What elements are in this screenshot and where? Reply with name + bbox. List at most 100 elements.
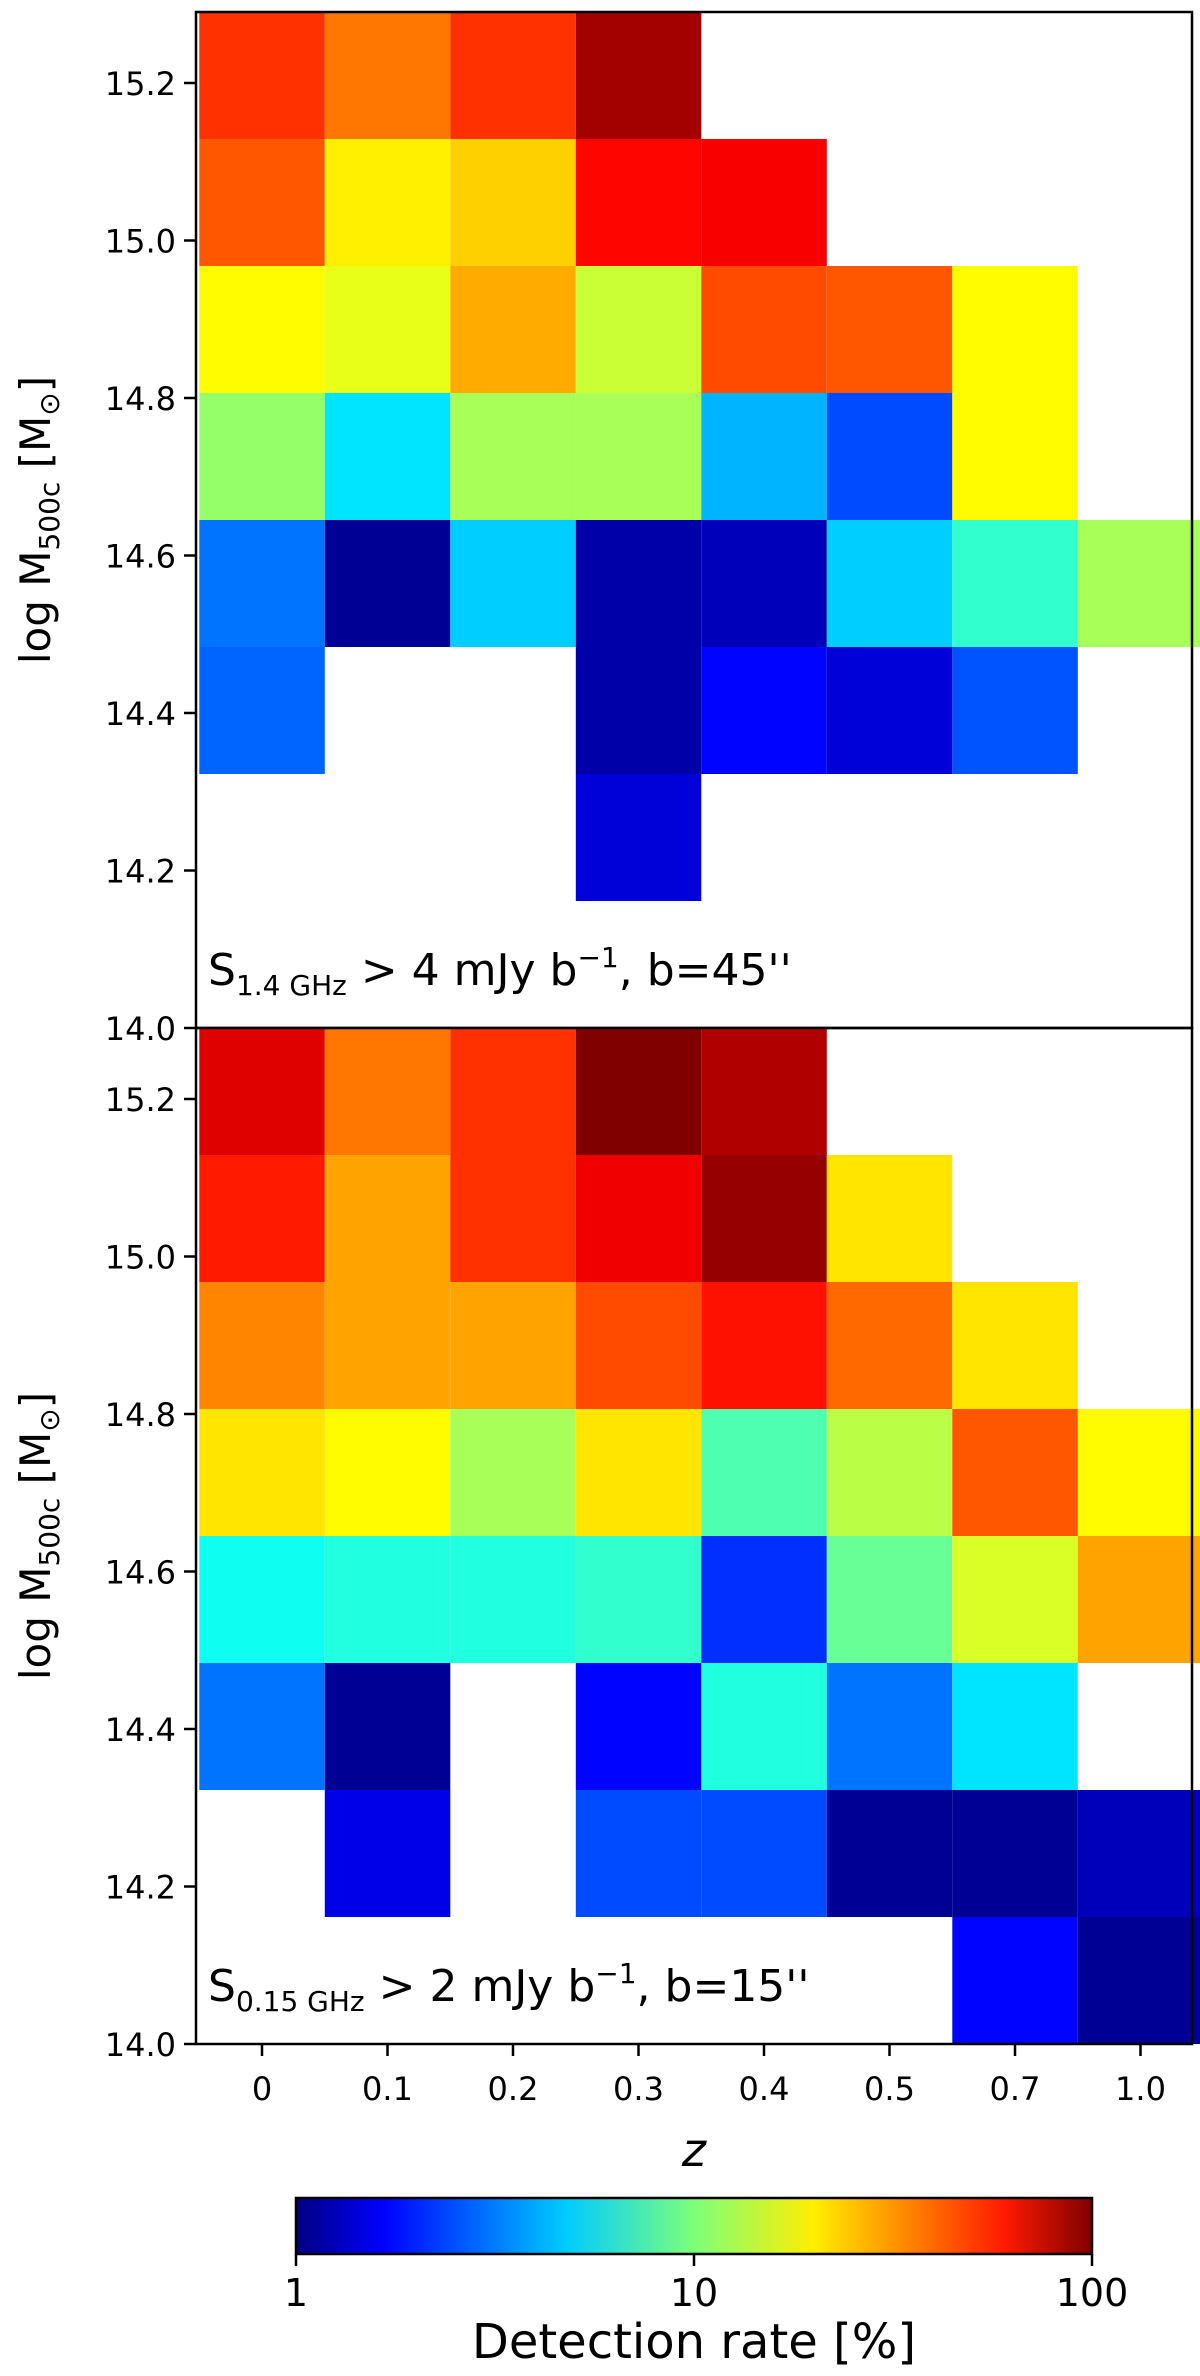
heatmap-cell [701,393,827,520]
x-tick-label: 0.2 [488,2070,539,2108]
heatmap-cell [952,1663,1078,1790]
heatmap-cell [952,1282,1078,1409]
y-tick-label: 14.6 [105,1554,176,1592]
heatmap-cell [1077,1917,1200,2044]
heatmap-cell [575,266,702,393]
heatmap-cell [952,1409,1078,1536]
heatmap-cell [324,1790,451,1917]
heatmap-cell [826,1409,953,1536]
y-tick-label: 14.4 [105,695,176,733]
colorbar-tick-label: 100 [1056,2271,1129,2315]
heatmap-cell [324,1536,451,1663]
x-axis-label: z [681,2123,707,2177]
heatmap-cell [199,1536,325,1663]
heatmap-cell [199,1155,325,1282]
y-tick-label: 14.2 [105,1869,176,1907]
y-tick-label: 14.8 [105,380,176,418]
heatmap-cell [324,1663,451,1790]
heatmap-cell [324,266,451,393]
heatmap-cell [952,1536,1078,1663]
plot-frame-bottom [194,1026,1194,2046]
y-tick-label: 14.2 [105,853,176,891]
heatmap-cell [575,1790,702,1917]
heatmap-cell [701,1155,827,1282]
panel-annotation-bottom: S0.15 GHz > 2 mJy b−1, b=15'' [208,1957,810,2018]
heatmap-cell [952,647,1078,774]
y-ticks-top: 14.0 14.2 14.4 14.6 14.8 15.0 15.2 [105,65,196,1048]
y-tick-label: 14.6 [105,538,176,576]
heatmap-cell [199,393,325,520]
heatmap-cell [701,266,827,393]
heatmap-cell [575,1409,702,1536]
heatmap-cell [575,12,702,139]
heatmap-panel-bottom: 14.014.214.414.614.815.015.2 0 0.1 0.2 0.3 0… [11,1026,1200,2177]
colorbar-ticks: 1 10 100 [284,2254,1128,2315]
heatmap-cell [199,520,325,647]
heatmap-cell [324,393,451,520]
y-tick-label: 14.8 [105,1396,176,1434]
heatmap-cell [1077,1536,1200,1663]
x-tick-label: 0.1 [362,2070,413,2108]
heatmap-cell [450,1028,576,1155]
heatmap-cell [701,1663,827,1790]
heatmap-cell [826,393,953,520]
heatmap-cell [450,1536,576,1663]
x-tick-label: 0 [252,2070,272,2108]
heatmap-cell [199,139,325,266]
heatmap-cell [324,1155,451,1282]
heatmap-cell [450,1155,576,1282]
y-tick-label: 15.0 [105,1239,176,1277]
heatmap-cell [575,520,702,647]
heatmap-cells-top [199,12,1200,901]
heatmap-cell [450,1282,576,1409]
heatmap-cell [575,647,702,774]
heatmap-cells-bottom [199,1028,1200,2044]
heatmap-cell [952,266,1078,393]
heatmap-panel-top: 14.0 14.2 14.4 14.6 14.8 15.0 15.2 S1.4 GHz > … [11,10,1200,1048]
y-ticks-bottom: 14.0 14.2 14.4 14.6 14.8 15.0 15.2 [105,1081,196,2064]
heatmap-cell [324,1282,451,1409]
x-tick-label: 0.5 [864,2070,915,2108]
colorbar-tick-label: 1 [284,2271,308,2315]
heatmap-cell [450,12,576,139]
panel-annotation-top: S1.4 GHz > 4 mJy b−1, b=45'' [208,941,792,1002]
x-ticks: 0 0.1 0.2 0.3 0.4 0.5 0.7 1.0 [252,2044,1166,2108]
colorbar-gradient [294,2196,1094,2256]
heatmap-cell [701,1536,827,1663]
heatmap-cell [324,1409,451,1536]
heatmap-cell [324,1028,451,1155]
heatmap-cell [826,520,953,647]
heatmap-cell [826,1663,953,1790]
heatmap-cell [952,520,1078,647]
heatmap-cell [450,1409,576,1536]
y-axis-label-bottom: log M500c [M⊙] [11,1392,66,1680]
heatmap-cell [826,1282,953,1409]
y-tick-label: 14.0 [105,1010,176,1048]
y-axis-label-top: log M500c [M⊙] [11,376,66,664]
heatmap-cell [826,647,953,774]
colorbar-label: Detection rate [%] [472,2314,916,2370]
heatmap-cell [952,393,1078,520]
heatmap-cell [952,1917,1078,2044]
heatmap-cell [701,1409,827,1536]
x-tick-label: 0.7 [990,2070,1041,2108]
heatmap-cell [324,520,451,647]
heatmap-cell [701,1790,827,1917]
y-tick-label: 14.4 [105,1711,176,1749]
x-tick-label: 0.3 [613,2070,664,2108]
heatmap-cell [701,520,827,647]
heatmap-cell [826,1536,953,1663]
heatmap-cell [199,266,325,393]
x-tick-label: 0.4 [739,2070,790,2108]
heatmap-cell [575,393,702,520]
heatmap-cell [575,1536,702,1663]
heatmap-cell [826,266,953,393]
heatmap-cell [199,1409,325,1536]
heatmap-cell [324,139,451,266]
y-tick-label: 15.2 [105,65,176,103]
x-tick-label: 1.0 [1115,2070,1166,2108]
heatmap-cell [199,12,325,139]
heatmap-cell [575,774,702,901]
heatmap-cell [450,266,576,393]
